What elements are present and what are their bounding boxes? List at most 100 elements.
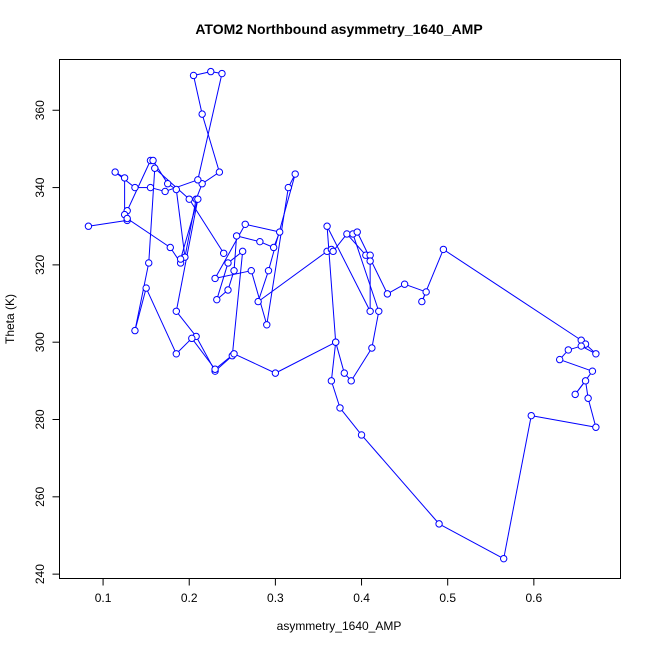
data-point xyxy=(439,245,448,254)
data-point xyxy=(435,520,443,528)
data-point xyxy=(527,411,535,420)
plot-layer xyxy=(84,67,600,563)
x-tick-label: 0.5 xyxy=(439,591,456,605)
x-tick-label: 0.3 xyxy=(267,591,284,605)
data-point xyxy=(120,174,129,182)
data-point xyxy=(340,369,349,377)
data-point xyxy=(275,228,284,236)
series-segment xyxy=(245,223,280,233)
series-segment xyxy=(126,160,151,211)
data-point xyxy=(383,290,392,298)
data-point xyxy=(368,344,376,352)
y-tick-label: 320 xyxy=(33,255,47,275)
data-point xyxy=(194,176,202,184)
data-point xyxy=(224,259,232,267)
series-segment xyxy=(184,199,197,258)
x-tick-label: 0.2 xyxy=(181,591,198,605)
series-segment xyxy=(126,218,171,248)
data-point xyxy=(254,297,262,306)
series-segment xyxy=(134,262,150,331)
y-tick-label: 300 xyxy=(33,332,47,352)
data-point xyxy=(581,377,590,385)
series-segment xyxy=(443,249,582,341)
x-tick-label: 0.4 xyxy=(353,591,370,605)
data-point xyxy=(499,554,508,563)
data-point xyxy=(172,307,181,315)
series-segment xyxy=(531,415,596,428)
x-axis-label: asymmetry_1640_AMP xyxy=(277,619,402,633)
data-point xyxy=(189,71,198,80)
y-tick-label: 260 xyxy=(33,486,47,506)
data-point xyxy=(241,220,249,228)
data-point xyxy=(291,170,299,178)
data-point xyxy=(149,156,157,165)
series-segment xyxy=(371,311,380,349)
data-point xyxy=(256,237,264,246)
series-segment xyxy=(559,359,593,372)
data-point xyxy=(131,326,139,335)
data-point xyxy=(353,228,361,236)
y-axis: 240 260 280 300 320 340 360 xyxy=(33,100,60,584)
data-point xyxy=(422,288,430,296)
data-point xyxy=(230,350,238,358)
series-segment xyxy=(257,270,269,302)
series-segment xyxy=(404,283,427,293)
x-tick-label: 0.1 xyxy=(95,591,112,605)
data-point xyxy=(366,307,374,315)
data-point xyxy=(331,338,340,346)
data-point xyxy=(269,243,278,252)
data-point xyxy=(263,321,271,329)
series-segment xyxy=(201,113,220,173)
data-point xyxy=(592,423,600,431)
series-segment xyxy=(326,225,371,312)
y-tick-label: 360 xyxy=(33,100,47,120)
data-point xyxy=(230,266,238,275)
series-segment xyxy=(352,233,380,312)
series-segment xyxy=(152,160,169,184)
data-point xyxy=(284,183,293,192)
series-segment xyxy=(233,235,238,271)
series-segment xyxy=(145,287,177,354)
series-segment xyxy=(197,73,223,180)
data-point xyxy=(145,259,153,267)
series-segment xyxy=(587,398,597,428)
series-segment xyxy=(275,341,336,374)
data-point xyxy=(123,214,131,223)
data-point xyxy=(329,247,337,256)
data-point xyxy=(176,255,185,263)
series-segment xyxy=(236,235,260,243)
data-point xyxy=(264,266,273,275)
series-segment xyxy=(214,270,252,279)
series-segment xyxy=(326,226,337,343)
data-point xyxy=(219,249,228,257)
data-point xyxy=(142,284,150,292)
data-point xyxy=(343,230,351,238)
series-segment xyxy=(175,310,197,337)
data-point xyxy=(198,110,206,118)
series-segment xyxy=(88,219,128,227)
data-point xyxy=(238,247,247,256)
plot-frame xyxy=(59,59,621,579)
data-point xyxy=(215,168,224,176)
series-segment xyxy=(180,199,199,260)
data-point xyxy=(185,195,193,203)
data-point xyxy=(172,185,181,194)
data-point xyxy=(347,377,355,385)
series-segment xyxy=(191,338,216,370)
y-tick-label: 340 xyxy=(33,177,47,197)
series-segment xyxy=(335,342,345,374)
data-point xyxy=(188,334,196,343)
data-point xyxy=(571,390,579,399)
series-segment xyxy=(330,380,341,409)
data-point xyxy=(111,168,119,176)
data-point xyxy=(211,365,219,373)
x-axis: 0.1 0.2 0.3 0.4 0.5 0.6 xyxy=(95,578,543,605)
data-point xyxy=(247,266,255,275)
series-segment xyxy=(257,250,328,303)
series-segment xyxy=(266,187,289,325)
data-point xyxy=(131,183,139,192)
data-point xyxy=(555,355,564,364)
data-point xyxy=(218,69,226,78)
series-segment xyxy=(188,198,225,254)
